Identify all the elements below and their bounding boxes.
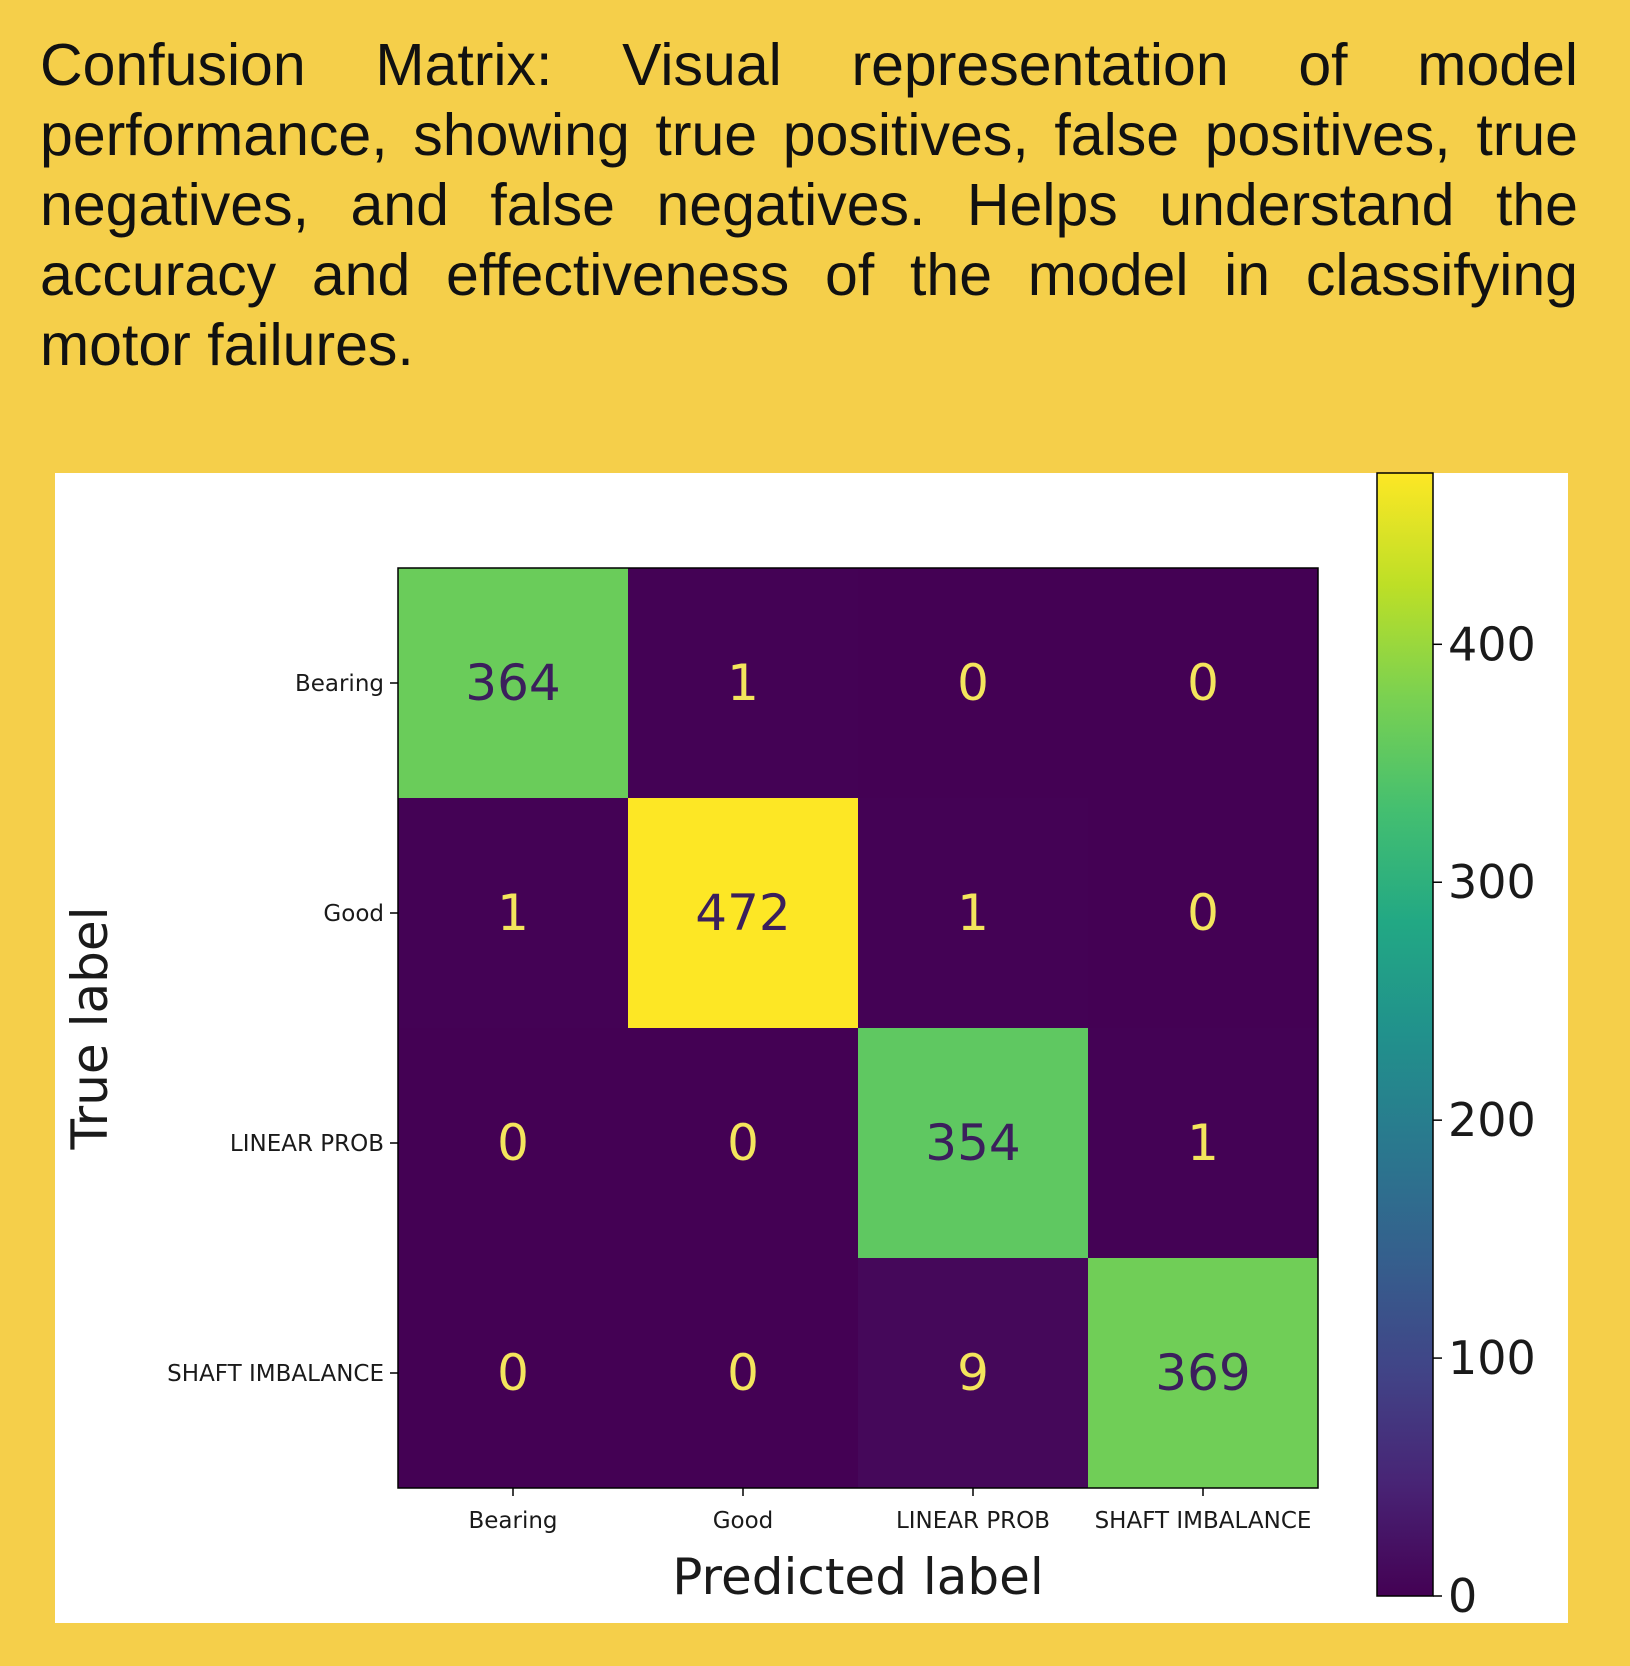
- heatmap-cell: [628, 798, 859, 1029]
- heatmap-cell: [858, 1258, 1089, 1489]
- heatmap-cell: [398, 1258, 629, 1489]
- x-tick-label: Good: [713, 1508, 774, 1534]
- cell-value-label: 0: [957, 654, 989, 712]
- heatmap-cell: [628, 1028, 859, 1259]
- y-tick-label: Good: [323, 901, 384, 927]
- heatmap-cell: [858, 798, 1089, 1029]
- cell-value-label: 0: [727, 1344, 759, 1402]
- heatmap-cell: [398, 798, 629, 1029]
- x-tick-label: SHAFT IMBALANCE: [1095, 1508, 1312, 1534]
- x-tick-label: Bearing: [468, 1508, 557, 1534]
- x-axis-title: Predicted label: [672, 1548, 1044, 1606]
- cell-value-label: 0: [1187, 884, 1219, 942]
- heatmap-cell: [1088, 1258, 1319, 1489]
- y-tick-label: LINEAR PROB: [230, 1131, 384, 1157]
- colorbar: [1376, 472, 1434, 1597]
- cell-value-label: 0: [497, 1114, 529, 1172]
- heatmap-cell: [1088, 798, 1319, 1029]
- heatmap-cells: [398, 568, 1319, 1489]
- cell-value-label: 0: [1187, 654, 1219, 712]
- colorbar-tick-label: 200: [1448, 1093, 1536, 1147]
- cell-value-label: 354: [925, 1114, 1020, 1172]
- heatmap-cell: [1088, 1028, 1319, 1259]
- cell-value-label: 369: [1155, 1344, 1250, 1402]
- heatmap-cell: [398, 1028, 629, 1259]
- cell-value-label: 0: [727, 1114, 759, 1172]
- heatmap-cell: [628, 568, 859, 799]
- confusion-matrix-chart: 364 1 0 01 472 1 00 0 354 10 0 9 369 BearingGoodLINE…: [61, 472, 1536, 1623]
- heatmap-cell: [628, 1258, 859, 1489]
- y-tick-label: SHAFT IMBALANCE: [167, 1361, 384, 1387]
- plot-frame: [397, 567, 1319, 1489]
- x-tick-label: LINEAR PROB: [896, 1508, 1050, 1534]
- cell-value-label: 9: [957, 1344, 989, 1402]
- y-axis-ticks: Bearing Good LINEAR PROB SHAFT IMBALANCE: [167, 671, 398, 1387]
- heatmap-cell: [858, 568, 1089, 799]
- colorbar-ticks: 0 100 200 300 400: [1433, 617, 1536, 1623]
- y-tick-label: Bearing: [295, 671, 384, 697]
- colorbar-tick-label: 400: [1448, 617, 1536, 671]
- y-axis-title: True label: [61, 906, 119, 1150]
- x-axis-ticks: Bearing Good LINEAR PROB SHAFT IMBALANCE: [468, 1488, 1311, 1534]
- colorbar-tick-label: 300: [1448, 855, 1536, 909]
- heatmap-cell: [1088, 568, 1319, 799]
- cell-value-label: 0: [497, 1344, 529, 1402]
- chart-panel: 364 1 0 0 1 472 1 0 0 0 354 1 0 0 9 369 Bearing Good LINE…: [55, 472, 1568, 1623]
- cell-value-labels: 364 1 0 0 1 472 1 0 0 0 354 1 0 0 9 369: [465, 654, 1250, 1402]
- cell-value-label: 1: [497, 884, 529, 942]
- cell-value-label: 1: [727, 654, 759, 712]
- heatmap-cell: [398, 568, 629, 799]
- cell-value-label: 1: [957, 884, 989, 942]
- cell-value-label: 472: [695, 884, 790, 942]
- colorbar-tick-label: 0: [1448, 1569, 1477, 1623]
- chart-description: Confusion Matrix: Visual representation …: [40, 32, 1578, 378]
- colorbar-tick-label: 100: [1448, 1331, 1536, 1385]
- heatmap-cell: [858, 1028, 1089, 1259]
- cell-value-label: 364: [465, 654, 560, 712]
- cell-value-label: 1: [1187, 1114, 1219, 1172]
